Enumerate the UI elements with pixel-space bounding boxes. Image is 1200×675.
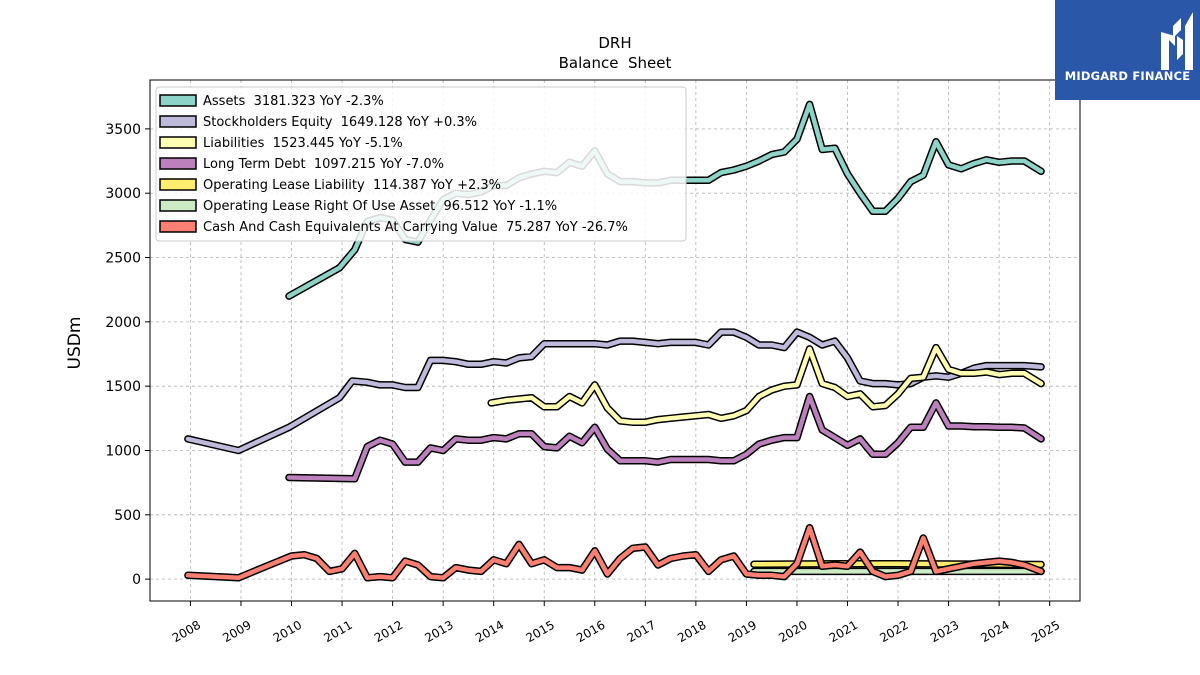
y-tick-label: 0: [132, 572, 141, 588]
plot-frame: [149, 79, 1081, 602]
y-tick-label: 3000: [105, 186, 141, 202]
legend-swatch: [159, 199, 197, 212]
legend-swatch: [159, 157, 197, 170]
series-outline: [487, 343, 1045, 426]
y-tick-label: 1000: [105, 443, 141, 459]
series-line: [185, 525, 1044, 581]
y-tick-label: 500: [114, 508, 141, 524]
legend-label: Long Term Debt 1097.215 YoY -7.0%: [203, 157, 444, 172]
logo-text: MIDGARD FINANCE: [1064, 69, 1191, 83]
legend-swatch: [159, 115, 197, 128]
x-tick-label: 2014: [473, 618, 506, 645]
series-6: [184, 523, 1045, 582]
legend-swatch: [159, 220, 197, 233]
series-1: [184, 328, 1045, 455]
x-tick-label: 2019: [726, 618, 759, 645]
y-axis-label: USDm: [65, 317, 85, 370]
x-tick-label: 2025: [1029, 618, 1062, 645]
legend-label: Assets 3181.323 YoY -2.3%: [203, 94, 384, 109]
y-tick-label: 2000: [105, 315, 141, 331]
x-tick-label: 2010: [271, 618, 304, 645]
legend-swatch: [159, 178, 197, 191]
y-tick-label: 3500: [105, 122, 141, 138]
x-tick-label: 2023: [928, 618, 961, 645]
midgard-finance-logo: MIDGARD FINANCE: [1055, 0, 1200, 100]
chart-title: DRH: [598, 34, 631, 52]
legend-label: Stockholders Equity 1649.128 YoY +0.3%: [203, 115, 477, 130]
legend-box: [155, 86, 687, 242]
series-line: [185, 329, 1044, 453]
series-line: [488, 345, 1044, 425]
series-outline: [184, 328, 1045, 455]
legend-label: Liabilities 1523.445 YoY -5.1%: [203, 136, 403, 151]
x-tick-label: 2016: [574, 618, 607, 645]
x-tick-label: 2018: [675, 618, 708, 645]
x-tick-label: 2011: [321, 618, 354, 645]
legend-swatch: [159, 136, 197, 149]
legend: Assets 3181.323 YoY -2.3% Stockholders Eq…: [155, 86, 687, 242]
series-3: [285, 392, 1045, 483]
midgard-logo-icon: [1161, 12, 1193, 70]
x-tick-label: 2024: [978, 618, 1011, 645]
x-tick-label: 2022: [877, 618, 910, 645]
y-tick-label: 1500: [105, 379, 141, 395]
legend-label: Operating Lease Right Of Use Asset 96.51…: [203, 199, 557, 214]
x-tick-label: 2020: [776, 618, 809, 645]
x-tick-label: 2021: [827, 618, 860, 645]
legend-swatch: [159, 94, 197, 107]
x-tick-label: 2012: [372, 618, 405, 645]
series-line: [286, 394, 1044, 482]
legend-label: Cash And Cash Equivalents At Carrying Va…: [203, 220, 628, 235]
chart-subtitle: Balance Sheet: [559, 54, 672, 72]
series-outline: [285, 392, 1045, 483]
legend-label: Operating Lease Liability 114.387 YoY +2…: [203, 178, 501, 193]
x-tick-label: 2008: [170, 618, 203, 645]
x-tick-label: 2013: [422, 618, 455, 645]
x-tick-label: 2009: [220, 618, 253, 645]
x-tick-label: 2017: [625, 618, 658, 645]
y-tick-label: 2500: [105, 251, 141, 267]
series-2: [487, 343, 1045, 426]
x-tick-label: 2015: [524, 618, 557, 645]
